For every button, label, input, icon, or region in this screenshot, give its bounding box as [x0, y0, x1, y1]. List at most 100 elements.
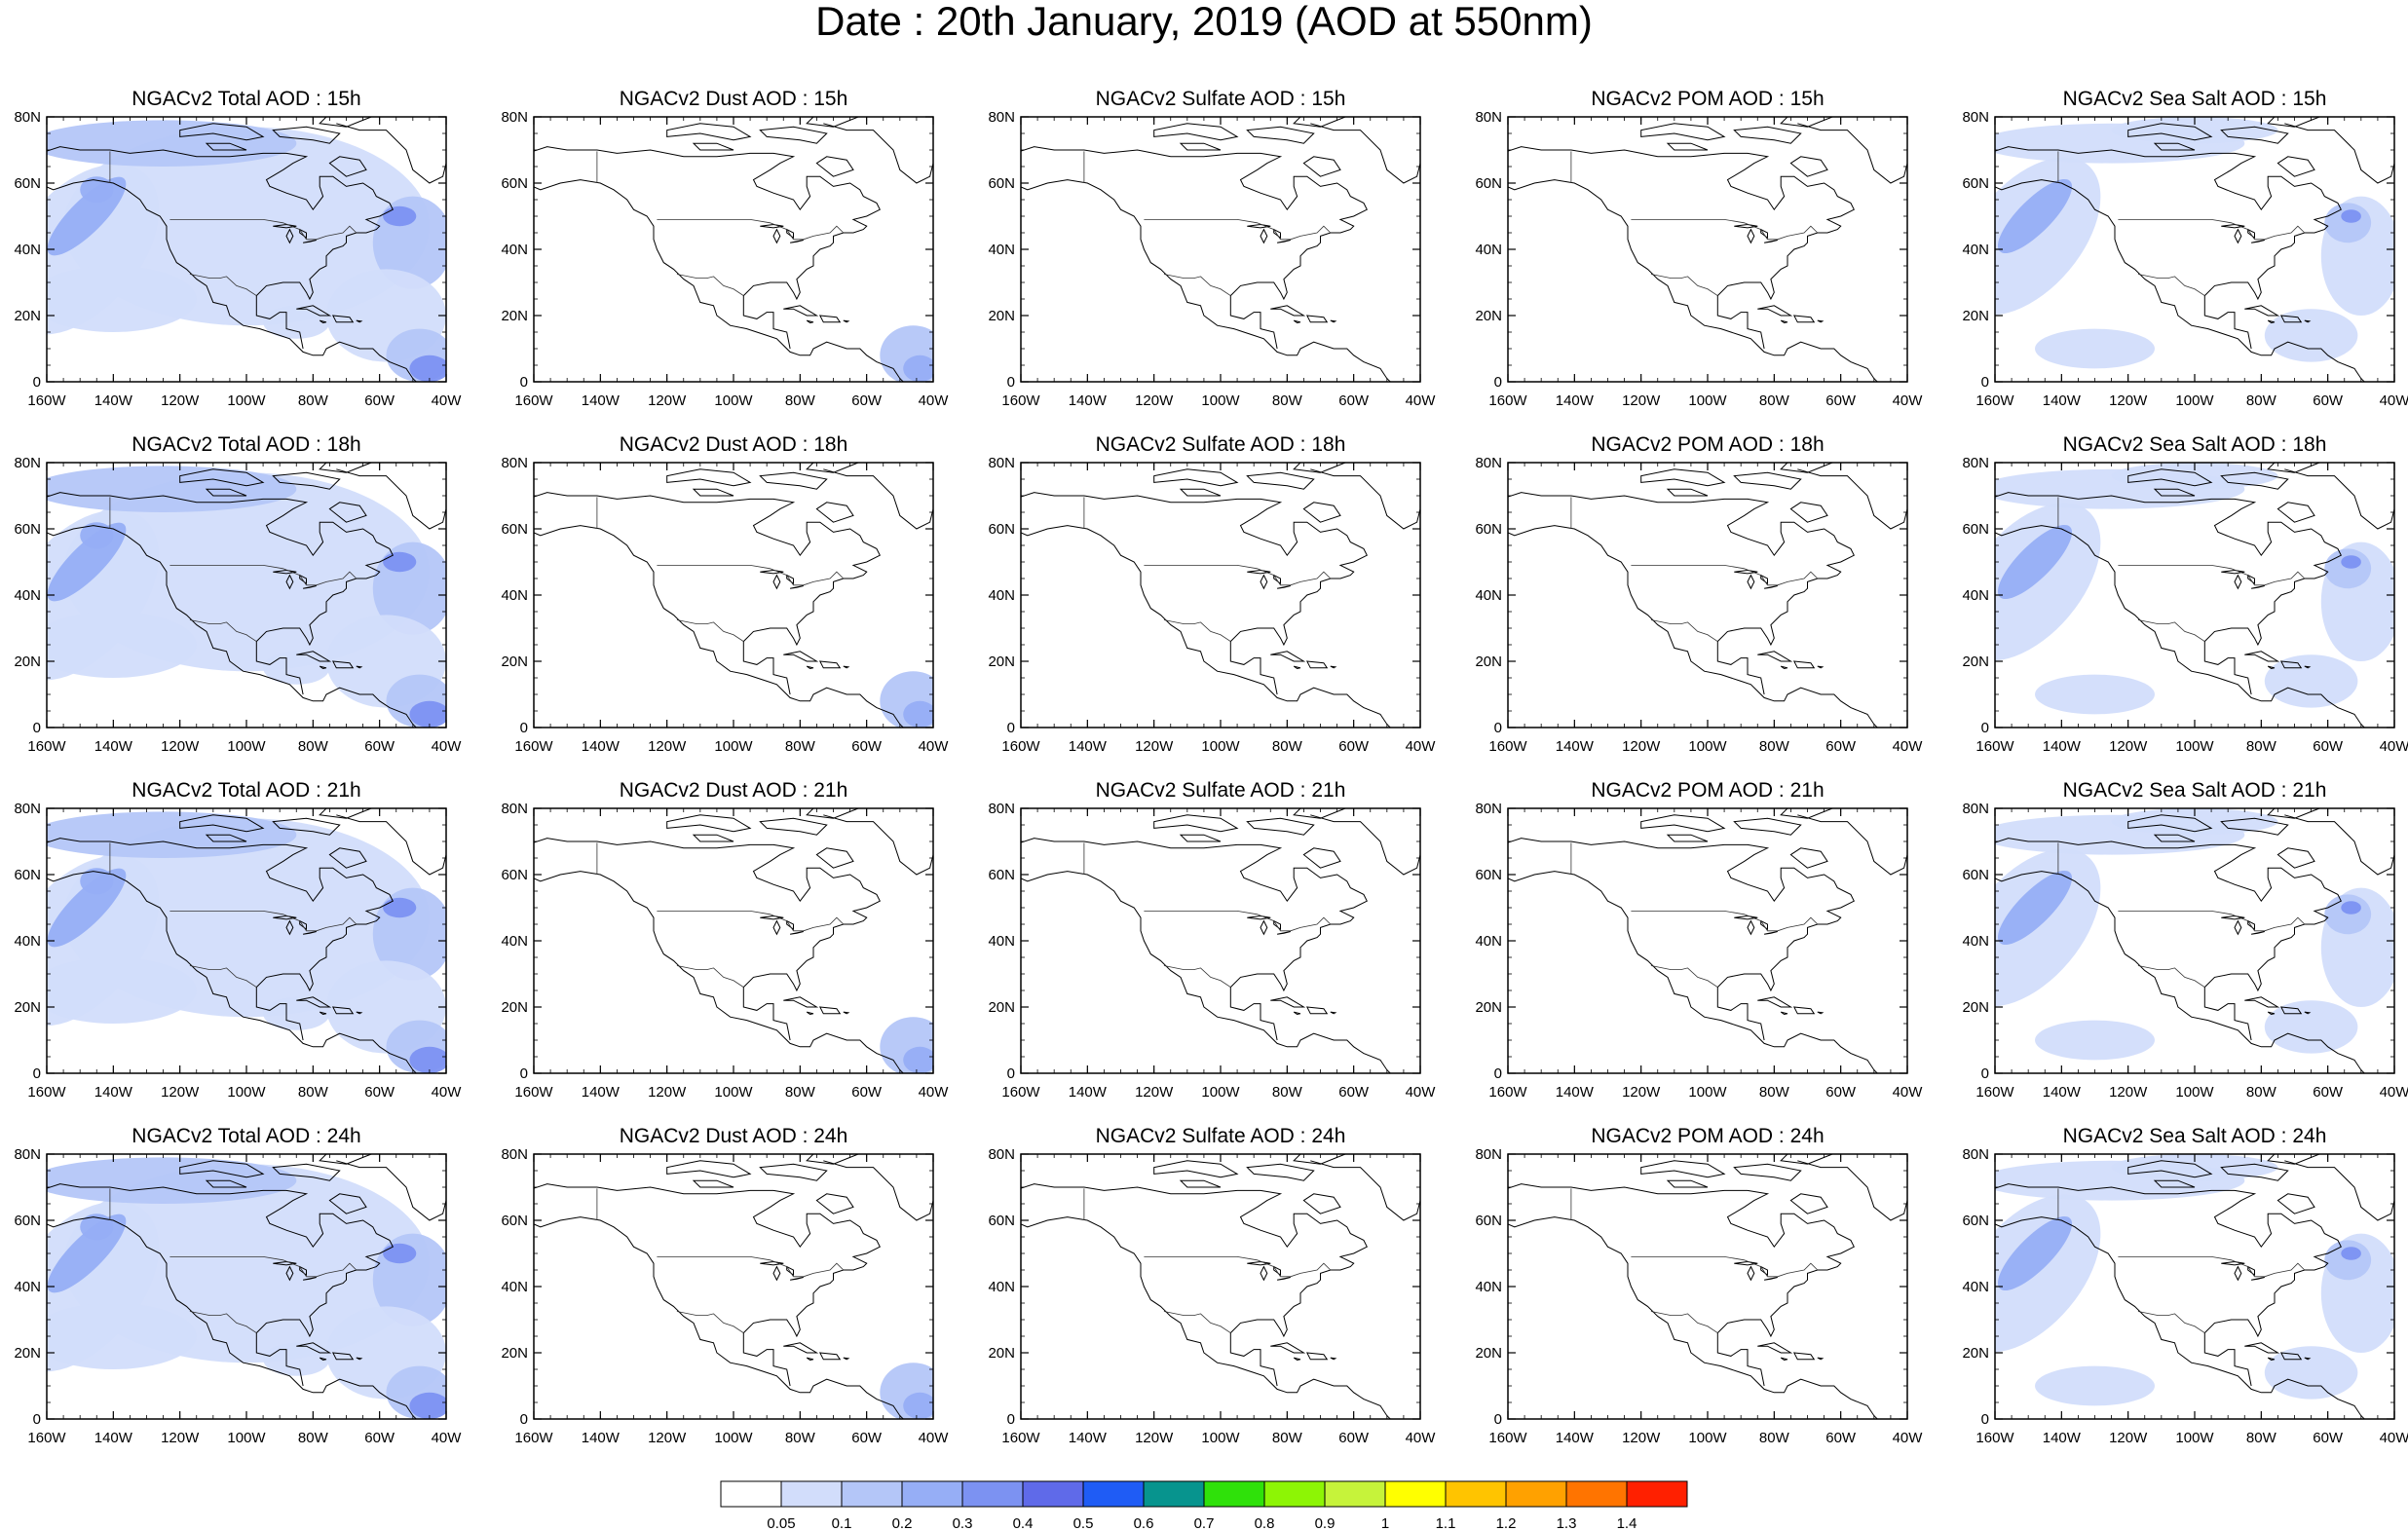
- coastline: [1153, 1160, 1239, 1178]
- lat-tick-label: 20N: [1962, 999, 1989, 1016]
- coastline: [806, 665, 814, 670]
- lon-tick-label: 60W: [1338, 1084, 1370, 1101]
- lon-tick-label: 140W: [1556, 1084, 1595, 1101]
- lat-tick-label: 80N: [14, 455, 41, 471]
- lon-tick-label: 120W: [161, 738, 200, 755]
- lat-tick-label: 60N: [14, 867, 41, 883]
- coastline: [1747, 228, 1755, 244]
- coastline: [1021, 871, 1391, 1073]
- aod-shading: [903, 1392, 933, 1419]
- lon-tick-label: 80W: [1759, 1430, 1790, 1446]
- aod-shading: [2341, 901, 2361, 915]
- lon-tick-label: 160W: [1001, 1430, 1040, 1446]
- lat-tick-label: 0: [520, 1065, 528, 1082]
- lat-tick-label: 20N: [988, 308, 1015, 324]
- plot-frame: [1020, 462, 1421, 728]
- lat-tick-label: 0: [1007, 1411, 1015, 1428]
- lon-tick-label: 40W: [1893, 1430, 1924, 1446]
- lat-tick-label: 0: [1981, 1411, 1989, 1428]
- coastline: [2276, 502, 2315, 523]
- coastline: [1330, 665, 1337, 669]
- coastline: [1270, 996, 1306, 1008]
- coastline: [1310, 814, 1420, 876]
- coastline: [1792, 1006, 1816, 1015]
- map-plot: 160W 140W 120W 100W 80W 60W 40W 0 20N 40N 60N 80N: [1962, 109, 2408, 409]
- coastline: [1246, 471, 1315, 490]
- coastline: [1995, 146, 2342, 350]
- lon-tick-label: 160W: [1975, 1084, 2014, 1101]
- coastline: [1780, 319, 1788, 324]
- coastline: [1021, 525, 1391, 728]
- coastline: [692, 834, 734, 842]
- political-border: [1144, 1256, 1332, 1278]
- coastline: [823, 123, 933, 184]
- coastline: [2220, 126, 2289, 144]
- coastline: [1508, 871, 1878, 1073]
- lat-tick-label: 60N: [14, 175, 41, 192]
- lat-tick-label: 40N: [1475, 242, 1502, 258]
- coastline: [1792, 1352, 1816, 1361]
- lat-tick-label: 60N: [1475, 1213, 1502, 1229]
- coastline: [356, 1357, 363, 1361]
- coastline: [760, 1260, 784, 1266]
- aod-shading: [47, 957, 197, 1024]
- lat-tick-label: 0: [1007, 374, 1015, 391]
- map-panel: NGACv2 Sulfate AOD : 21h 160W 140W 120W 100W…: [974, 779, 1461, 1110]
- coastline: [2127, 814, 2213, 833]
- lon-tick-label: 160W: [1488, 1084, 1527, 1101]
- aod-shading: [2111, 117, 2278, 144]
- lat-tick-label: 40N: [501, 1279, 528, 1295]
- political-border: [1650, 1311, 1718, 1333]
- aod-shading: [903, 355, 933, 382]
- lon-tick-label: 120W: [161, 392, 200, 409]
- coastline: [1270, 1342, 1306, 1354]
- aod-shading: [2035, 1365, 2155, 1406]
- political-border: [169, 219, 357, 241]
- plot-frame: [1507, 1153, 1908, 1420]
- coastline: [47, 179, 417, 382]
- panel-title: NGACv2 POM AOD : 21h: [1591, 779, 1825, 802]
- lon-tick-label: 160W: [27, 392, 66, 409]
- coastline: [806, 319, 814, 324]
- coastline: [1734, 223, 1758, 229]
- lon-tick-label: 60W: [364, 1430, 395, 1446]
- lon-tick-label: 140W: [582, 738, 621, 755]
- lon-tick-label: 100W: [714, 392, 753, 409]
- map-plot: 160W 140W 120W 100W 80W 60W 40W 0 20N 40N 60N 80N: [14, 109, 462, 409]
- lon-tick-label: 140W: [94, 1430, 133, 1446]
- plot-frame: [533, 116, 934, 383]
- political-border: [1631, 911, 1819, 932]
- coastline: [2221, 1260, 2245, 1266]
- lat-tick-label: 60N: [501, 1213, 528, 1229]
- political-border: [1650, 619, 1718, 642]
- lat-tick-label: 40N: [14, 242, 41, 258]
- coastline: [1277, 931, 1291, 935]
- lon-tick-label: 120W: [1622, 1430, 1661, 1446]
- coastline: [1640, 123, 1726, 141]
- lon-tick-label: 100W: [2175, 738, 2214, 755]
- coastline: [1760, 1265, 1768, 1277]
- lon-tick-label: 160W: [1975, 738, 2014, 755]
- coastline: [1247, 223, 1271, 229]
- coastline: [1302, 847, 1341, 869]
- map-plot: 160W 140W 120W 100W 80W 60W 40W 0 20N 40N 60N 80N: [14, 455, 462, 755]
- map-panel: NGACv2 Sea Salt AOD : 15h 160W 140W 120W 100…: [1948, 88, 2408, 419]
- lat-tick-label: 20N: [14, 308, 41, 324]
- aod-shading: [47, 1303, 197, 1369]
- coastline: [299, 1265, 307, 1277]
- panel-title: NGACv2 Total AOD : 15h: [132, 88, 361, 110]
- coastline: [47, 525, 417, 728]
- lat-tick-label: 60N: [1475, 175, 1502, 192]
- coastline: [815, 502, 854, 523]
- map-panel: NGACv2 Total AOD : 18h 160W 140W 120W 100W 80…: [0, 433, 487, 765]
- political-border: [657, 1256, 845, 1278]
- political-border: [2137, 619, 2205, 642]
- lon-tick-label: 80W: [2246, 392, 2277, 409]
- coastline: [534, 492, 881, 695]
- political-border: [169, 565, 357, 586]
- political-border: [169, 1256, 357, 1278]
- lat-tick-label: 20N: [1962, 653, 1989, 670]
- coastline: [534, 871, 904, 1073]
- lat-tick-label: 0: [1494, 1065, 1502, 1082]
- plot-frame: [1020, 116, 1421, 383]
